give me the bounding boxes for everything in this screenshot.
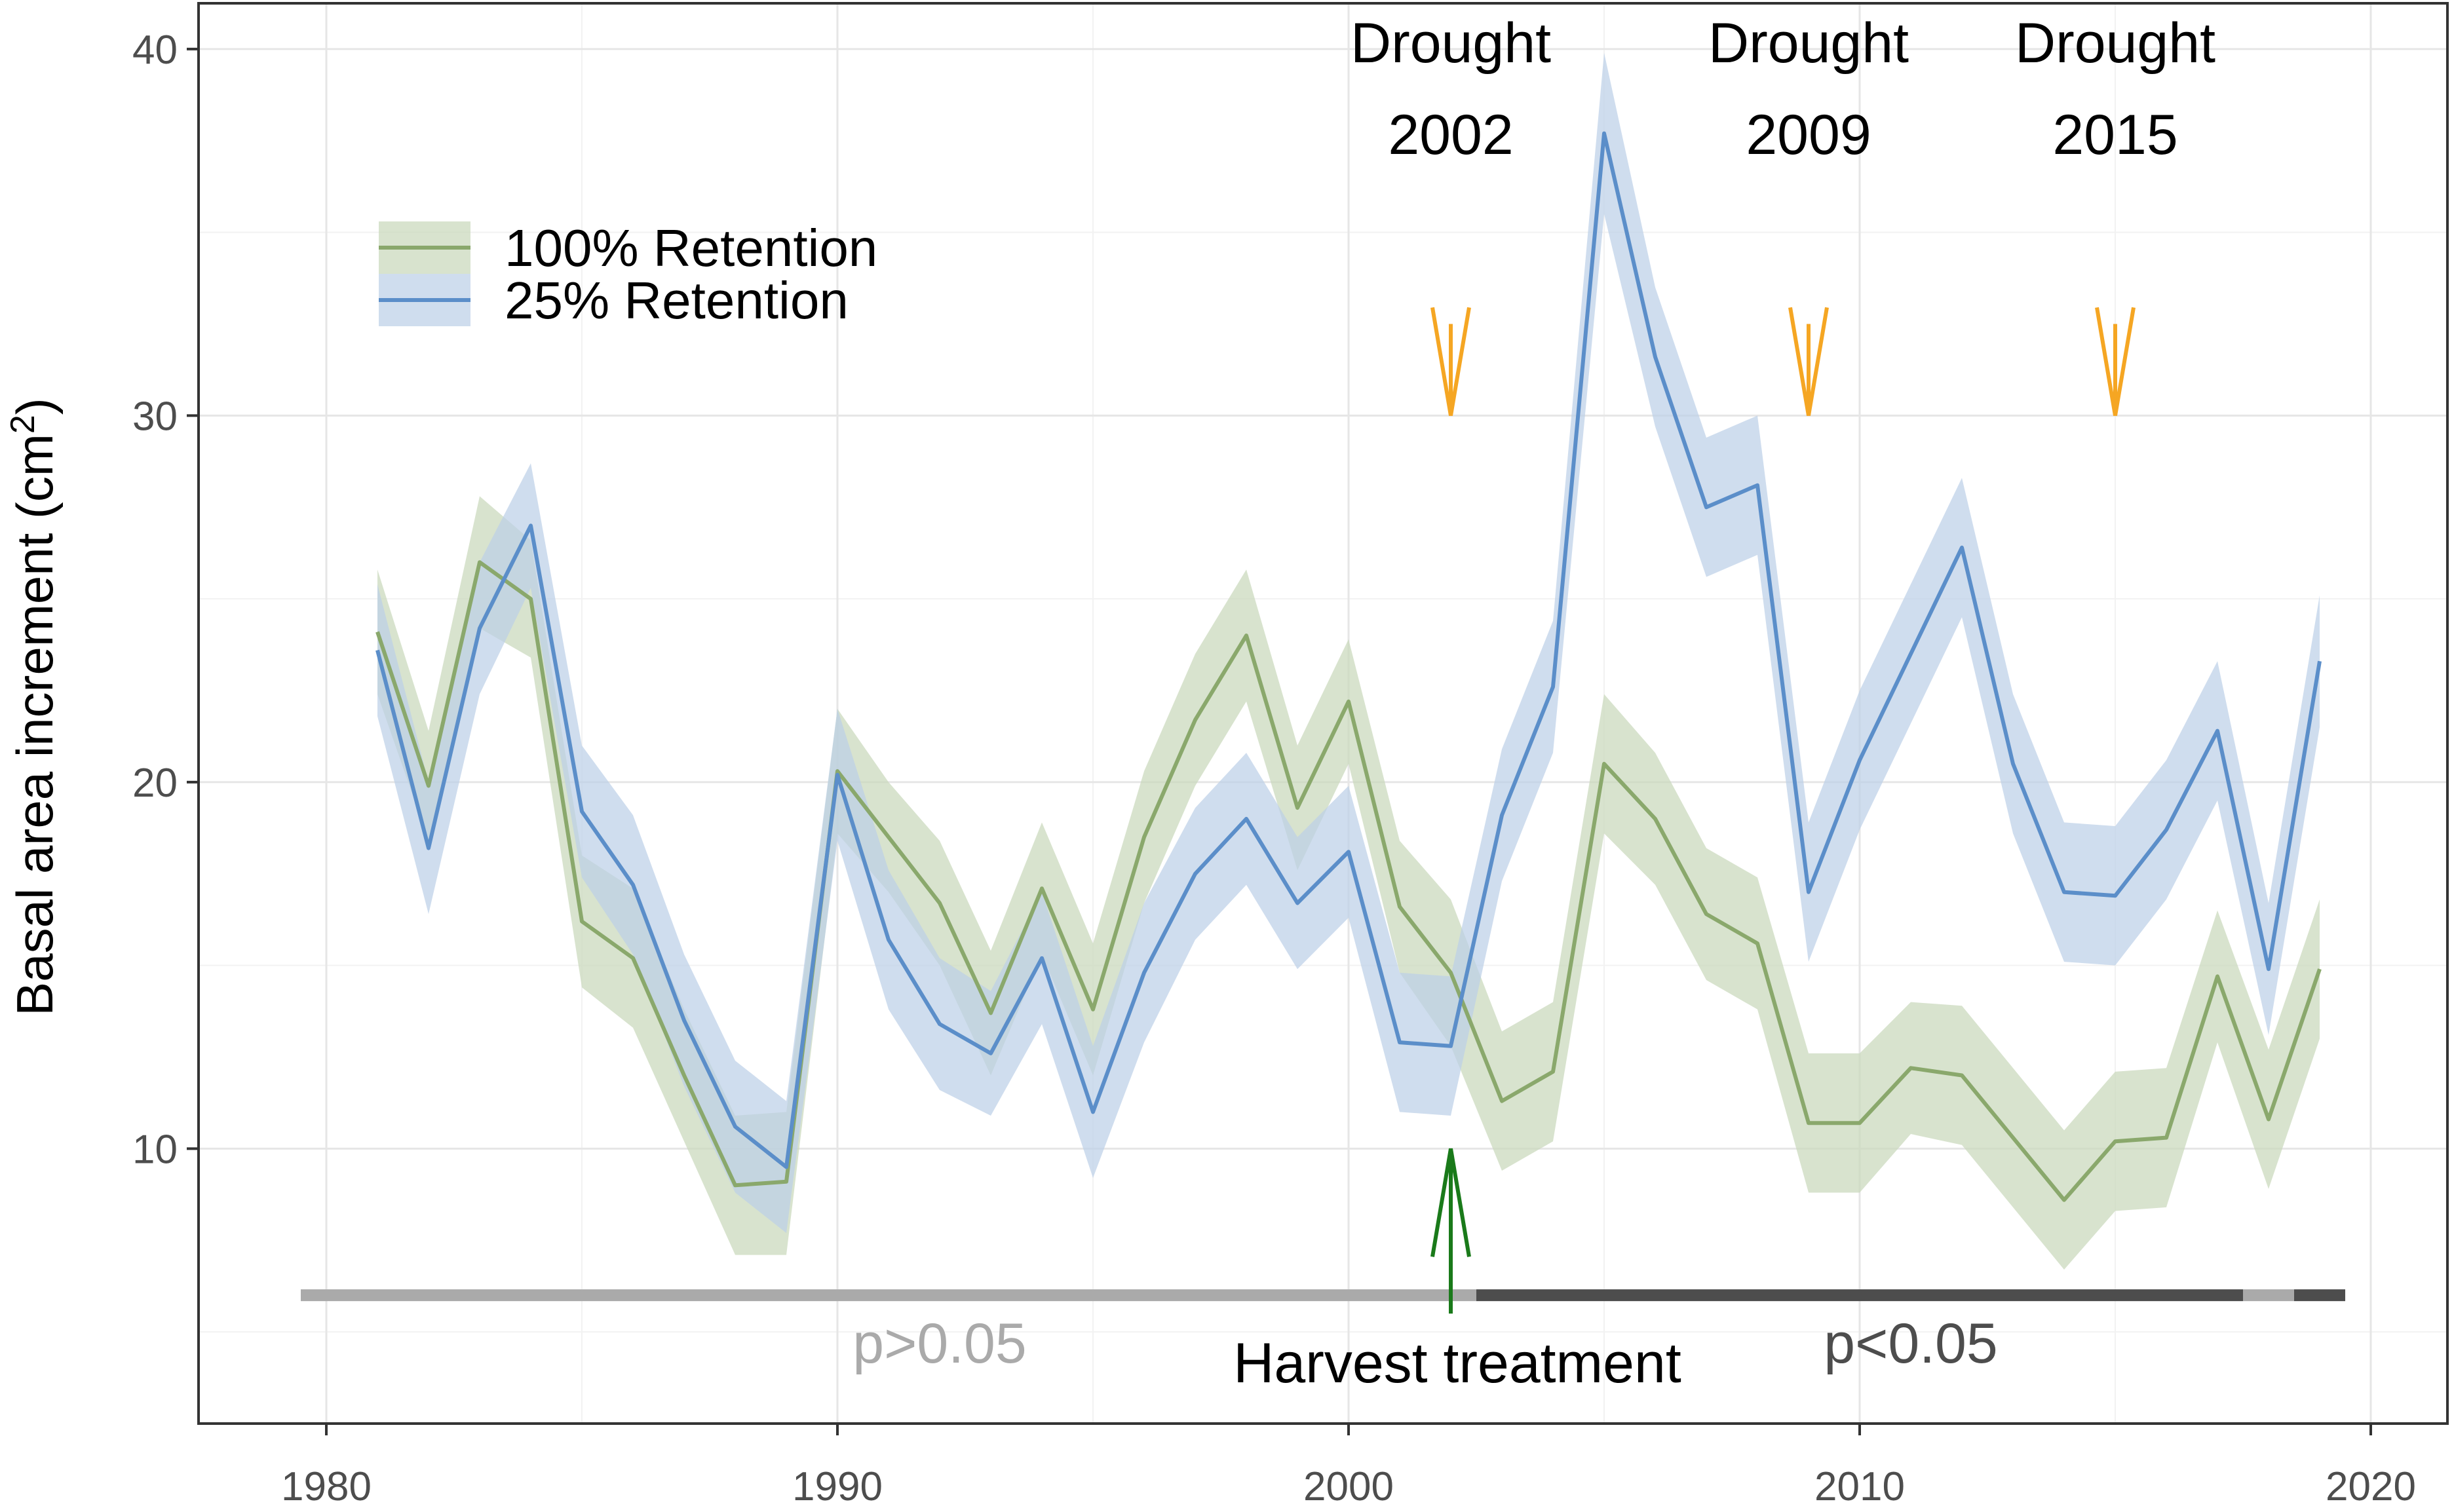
drought-2002-label-line1: Drought	[1351, 12, 1551, 75]
drought-2015-label-line2: 2015	[2052, 104, 2177, 166]
y-tick-label-30: 30	[132, 394, 178, 439]
drought-2002-arrow-head	[1430, 307, 1471, 416]
axes: 1980 1990 2000 2010 2020 10 20 30 40	[132, 28, 2416, 1509]
series-lines	[375, 131, 2322, 1202]
confidence-bands	[377, 52, 2320, 1270]
annotations: Drought 2002 Drought 2009 Drought 2015 Harvest…	[853, 12, 2215, 1395]
y-axis-title: Basal area increment (cm2)	[4, 398, 64, 1016]
drought-2015-arrow	[2095, 307, 2136, 416]
drought-2002-arrow	[1430, 307, 1471, 416]
drought-2009-arrow	[1788, 307, 1829, 416]
y-axis-title-sup: 2	[4, 415, 42, 434]
x-tick-label-2020: 2020	[2326, 1464, 2416, 1509]
drought-2015-label-line1: Drought	[2015, 12, 2215, 75]
y-axis-title-close: )	[6, 398, 64, 415]
x-tick-label-2010: 2010	[1814, 1464, 1905, 1509]
panel-border	[197, 2, 2449, 1425]
series-line-25	[375, 131, 2322, 1169]
confidence-band-100	[377, 496, 2320, 1270]
series-line-100	[375, 560, 2322, 1202]
harvest-treatment-label: Harvest treatment	[1233, 1332, 1681, 1395]
p-value-not-significant-label: p>0.05	[853, 1312, 1026, 1375]
x-tick-label-2000: 2000	[1303, 1464, 1394, 1509]
y-tick-label-20: 20	[132, 761, 178, 806]
harvest-arrow-head	[1430, 1148, 1471, 1257]
y-tick-label-40: 40	[132, 28, 178, 73]
drought-2015-arrow-head	[2095, 307, 2136, 416]
drought-2009-label-line2: 2009	[1746, 104, 1871, 166]
drought-2002-label-line2: 2002	[1388, 104, 1513, 166]
confidence-band-25	[377, 52, 2320, 1234]
x-tick-label-1990: 1990	[792, 1464, 883, 1509]
y-axis-title-main: Basal area increment (cm	[6, 434, 64, 1016]
y-tick-label-10: 10	[132, 1127, 178, 1172]
drought-2009-arrow-head	[1788, 307, 1829, 416]
harvest-arrow	[1430, 1148, 1471, 1314]
legend-label-100-retention: 100% Retention	[505, 219, 877, 277]
x-tick-label-1980: 1980	[281, 1464, 372, 1509]
drought-2009-label-line1: Drought	[1708, 12, 1909, 75]
legend-label-25-retention: 25% Retention	[505, 271, 849, 330]
legend: 100% Retention 25% Retention	[379, 219, 877, 330]
p-value-significant-label: p<0.05	[1824, 1312, 1997, 1375]
